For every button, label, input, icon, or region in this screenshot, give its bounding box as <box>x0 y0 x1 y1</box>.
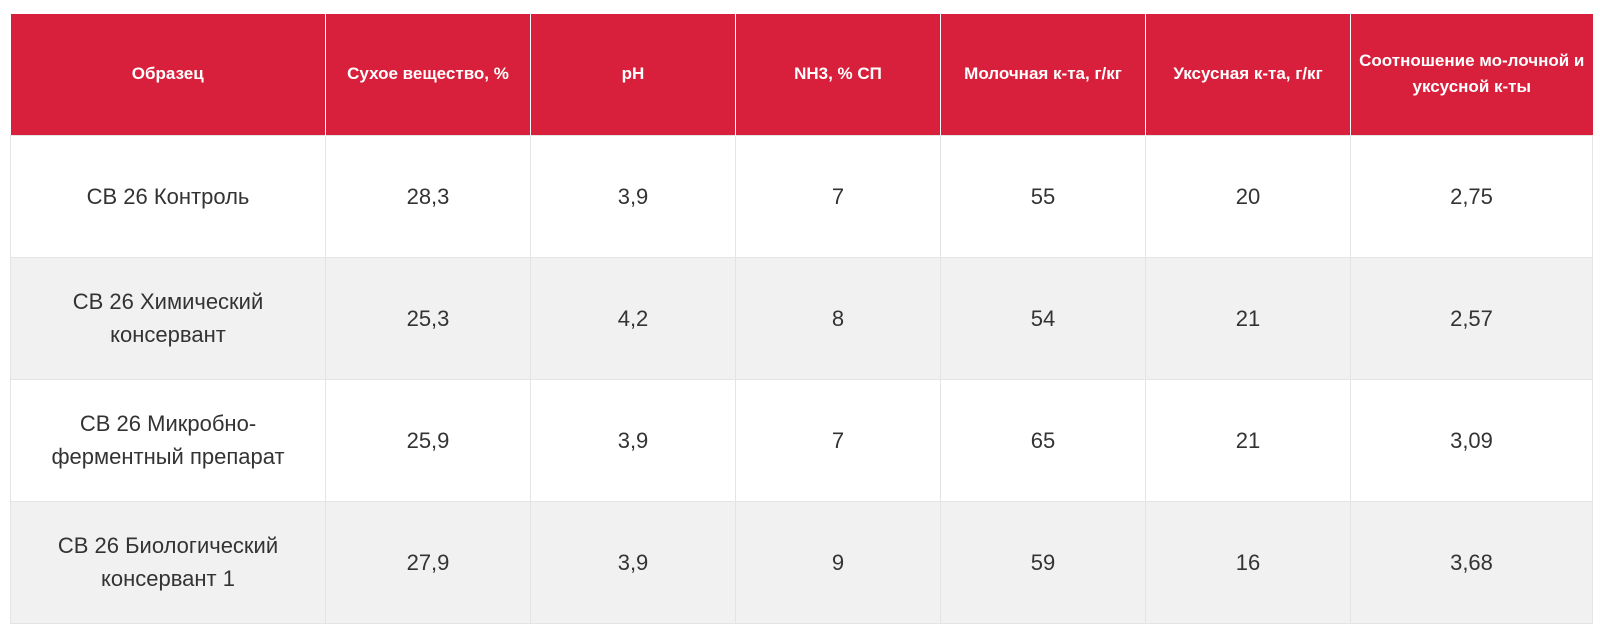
column-header-nh3: NH3, % СП <box>735 14 941 135</box>
cell-nh3: 8 <box>735 256 941 379</box>
cell-sample: СВ 26 Микробно-ферментный препарат <box>10 378 326 501</box>
cell-dry-matter: 25,9 <box>325 378 531 501</box>
cell-dry-matter: 25,3 <box>325 256 531 379</box>
cell-ratio: 3,09 <box>1350 378 1593 501</box>
table-row: СВ 26 Микробно-ферментный препарат 25,9 … <box>10 378 1593 501</box>
cell-ph: 3,9 <box>530 378 736 501</box>
cell-ratio: 2,57 <box>1350 256 1593 379</box>
cell-nh3: 7 <box>735 378 941 501</box>
cell-lactic-acid: 65 <box>940 378 1146 501</box>
table-row: СВ 26 Химический консервант 25,3 4,2 8 5… <box>10 256 1593 379</box>
table-header: Образец Сухое вещество, % pH NH3, % СП М… <box>10 14 1593 135</box>
table-row: СВ 26 Биологический консервант 1 27,9 3,… <box>10 500 1593 624</box>
cell-nh3: 7 <box>735 134 941 257</box>
cell-sample: СВ 26 Биологический консервант 1 <box>10 500 326 624</box>
cell-lactic-acid: 55 <box>940 134 1146 257</box>
table-row: СВ 26 Контроль 28,3 3,9 7 55 20 2,75 <box>10 134 1593 257</box>
column-header-dry-matter: Сухое вещество, % <box>325 14 531 135</box>
cell-ratio: 3,68 <box>1350 500 1593 624</box>
cell-ratio: 2,75 <box>1350 134 1593 257</box>
cell-acetic-acid: 20 <box>1145 134 1351 257</box>
column-header-acetic-acid: Уксусная к-та, г/кг <box>1145 14 1351 135</box>
table-body: СВ 26 Контроль 28,3 3,9 7 55 20 2,75 СВ … <box>10 134 1593 624</box>
data-table-container: Образец Сухое вещество, % pH NH3, % СП М… <box>10 14 1593 624</box>
cell-sample: СВ 26 Контроль <box>10 134 326 257</box>
cell-acetic-acid: 21 <box>1145 378 1351 501</box>
cell-lactic-acid: 59 <box>940 500 1146 624</box>
cell-ph: 3,9 <box>530 500 736 624</box>
data-table: Образец Сухое вещество, % pH NH3, % СП М… <box>10 14 1593 624</box>
cell-dry-matter: 28,3 <box>325 134 531 257</box>
cell-ph: 3,9 <box>530 134 736 257</box>
column-header-lactic-acid: Молочная к-та, г/кг <box>940 14 1146 135</box>
cell-nh3: 9 <box>735 500 941 624</box>
column-header-ph: pH <box>530 14 736 135</box>
cell-sample: СВ 26 Химический консервант <box>10 256 326 379</box>
cell-acetic-acid: 21 <box>1145 256 1351 379</box>
cell-ph: 4,2 <box>530 256 736 379</box>
column-header-ratio: Соотношение мо-лочной и уксусной к-ты <box>1350 14 1593 135</box>
cell-lactic-acid: 54 <box>940 256 1146 379</box>
cell-acetic-acid: 16 <box>1145 500 1351 624</box>
column-header-sample: Образец <box>10 14 326 135</box>
cell-dry-matter: 27,9 <box>325 500 531 624</box>
header-row: Образец Сухое вещество, % pH NH3, % СП М… <box>10 14 1593 135</box>
